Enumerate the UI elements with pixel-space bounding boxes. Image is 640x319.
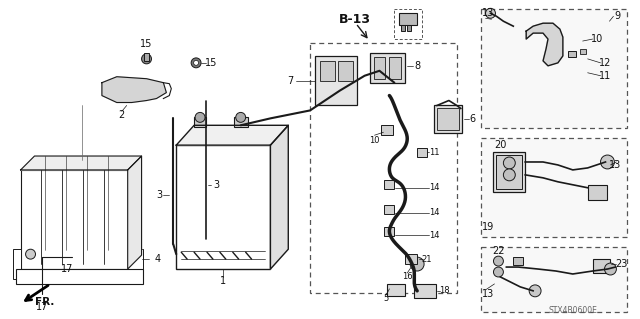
Bar — [389, 57, 401, 79]
Bar — [15, 269, 143, 284]
Text: 10: 10 — [591, 34, 604, 44]
Bar — [437, 108, 459, 130]
Bar — [385, 204, 394, 213]
Text: 17: 17 — [36, 302, 49, 312]
Text: 3: 3 — [156, 190, 163, 200]
Bar — [405, 254, 417, 264]
Bar — [381, 125, 394, 135]
Bar — [374, 57, 385, 79]
Bar — [385, 227, 394, 236]
Text: 11: 11 — [600, 71, 612, 81]
Bar — [481, 138, 627, 237]
Text: 19: 19 — [483, 222, 495, 233]
Polygon shape — [271, 125, 288, 269]
Bar — [481, 9, 627, 128]
Text: 15: 15 — [205, 58, 217, 68]
Circle shape — [195, 112, 205, 122]
Text: 15: 15 — [140, 39, 153, 49]
Bar — [588, 185, 607, 200]
Bar — [593, 259, 611, 273]
Bar — [481, 247, 627, 312]
Bar — [387, 284, 405, 296]
Text: 7: 7 — [287, 76, 293, 86]
Bar — [143, 53, 150, 61]
Circle shape — [191, 58, 201, 68]
Circle shape — [486, 8, 495, 18]
Text: 11: 11 — [429, 148, 439, 157]
Circle shape — [605, 263, 616, 275]
Bar — [128, 249, 143, 279]
Bar — [320, 61, 335, 81]
Circle shape — [504, 157, 515, 169]
Circle shape — [194, 60, 198, 65]
Circle shape — [141, 54, 152, 64]
Text: 23: 23 — [615, 259, 628, 269]
Polygon shape — [526, 23, 563, 66]
Circle shape — [26, 249, 35, 259]
Text: 8: 8 — [414, 61, 420, 71]
Text: 14: 14 — [429, 208, 439, 217]
Bar — [194, 117, 206, 127]
Polygon shape — [128, 156, 141, 269]
Text: B-13: B-13 — [339, 13, 371, 26]
Circle shape — [547, 42, 561, 56]
Text: 10: 10 — [369, 136, 380, 145]
Text: FR.: FR. — [35, 297, 54, 307]
Bar — [338, 61, 353, 81]
Circle shape — [529, 285, 541, 297]
Text: 17: 17 — [61, 264, 74, 274]
Circle shape — [493, 267, 504, 277]
Text: 9: 9 — [614, 11, 620, 21]
Text: 12: 12 — [599, 58, 612, 68]
Text: 14: 14 — [429, 183, 439, 192]
Bar — [310, 43, 457, 293]
Bar — [20, 170, 128, 269]
Bar — [315, 56, 356, 106]
Text: 5: 5 — [384, 294, 389, 303]
Text: 1: 1 — [220, 276, 227, 286]
Polygon shape — [102, 77, 166, 102]
Bar — [401, 25, 405, 31]
Text: 14: 14 — [429, 231, 439, 240]
Bar — [385, 180, 394, 189]
Bar — [497, 155, 522, 189]
Bar — [234, 117, 248, 127]
Bar — [13, 249, 20, 279]
Text: 6: 6 — [470, 114, 476, 124]
Circle shape — [410, 257, 424, 271]
Bar — [493, 152, 525, 192]
Polygon shape — [176, 125, 288, 145]
Text: 20: 20 — [494, 140, 507, 150]
Circle shape — [551, 46, 557, 52]
Bar — [369, 53, 405, 83]
Bar — [414, 284, 436, 298]
Circle shape — [504, 169, 515, 181]
Bar — [399, 13, 417, 25]
Bar — [394, 9, 422, 39]
Circle shape — [493, 256, 504, 266]
Polygon shape — [20, 156, 141, 170]
Circle shape — [600, 155, 614, 169]
Text: 3: 3 — [213, 180, 219, 190]
Text: 4: 4 — [154, 254, 161, 264]
Text: 16: 16 — [402, 272, 413, 281]
Bar — [568, 51, 576, 57]
Text: 2: 2 — [118, 110, 125, 120]
Bar — [417, 148, 427, 157]
Text: 18: 18 — [438, 286, 449, 295]
Bar — [434, 106, 461, 133]
Bar — [176, 145, 271, 269]
Text: 13: 13 — [609, 160, 621, 170]
Bar — [513, 257, 524, 265]
Circle shape — [236, 112, 246, 122]
Text: 21: 21 — [422, 255, 432, 263]
Text: STX4B0600E: STX4B0600E — [548, 306, 597, 315]
Text: 13: 13 — [483, 8, 495, 18]
Bar — [407, 25, 411, 31]
Text: 22: 22 — [492, 246, 505, 256]
Bar — [580, 49, 586, 54]
Text: 13: 13 — [483, 289, 495, 299]
